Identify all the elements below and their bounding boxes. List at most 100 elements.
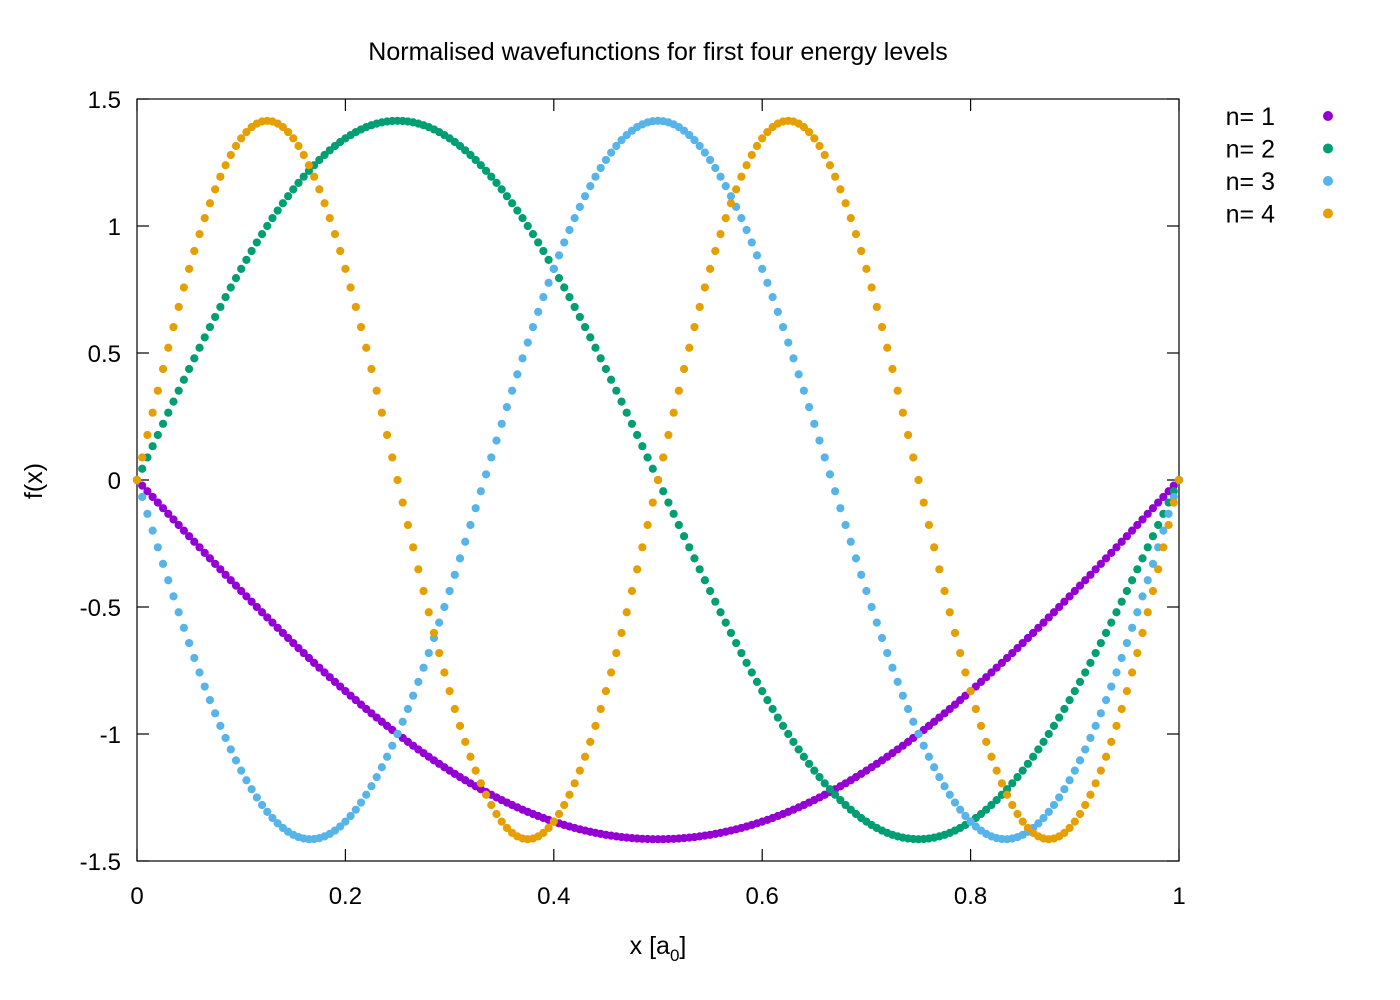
series-4-point (1133, 648, 1142, 658)
series-2-point (575, 312, 584, 322)
series-3-point (143, 509, 152, 518)
y-tick-label: -1 (100, 722, 121, 749)
series-3-point (617, 136, 626, 145)
legend-marker (1323, 176, 1333, 186)
legend-label: n= 3 (1226, 168, 1275, 196)
series-3-point (1101, 696, 1111, 705)
series-3-point (1055, 793, 1064, 802)
series-3-point (1133, 608, 1142, 617)
series-3-point (1096, 709, 1105, 718)
series-1-point (304, 653, 314, 663)
series-4-point (544, 823, 553, 833)
series-1-point (158, 504, 168, 513)
series-4-point (450, 704, 459, 714)
series-1-point (237, 586, 246, 596)
series-1-point (325, 673, 334, 682)
series-4-point (455, 721, 465, 731)
series-3-point (607, 148, 616, 157)
series-4-point (898, 408, 907, 417)
series-4-point (132, 475, 142, 485)
series-4-point (445, 687, 454, 696)
series-4-point (435, 648, 444, 658)
series-3-point (919, 741, 928, 750)
series-2-point (685, 543, 694, 552)
series-2-point (627, 419, 637, 428)
series-2-point (612, 386, 621, 395)
series-4-point (1013, 809, 1022, 819)
series-4-point (409, 543, 418, 552)
series-4-point (382, 430, 392, 440)
series-2-point (200, 333, 209, 342)
series-1-point (1086, 570, 1095, 579)
series-3-point (1159, 526, 1168, 535)
series-3-point (804, 403, 814, 412)
series-2-point (299, 172, 308, 181)
series-2-point (513, 206, 522, 215)
series-3-point (773, 307, 782, 317)
series-3-point (1086, 733, 1095, 743)
series-3-point (721, 182, 730, 191)
series-3-point (778, 322, 788, 332)
series-3-point (242, 776, 251, 785)
series-3-point (820, 453, 829, 462)
series-4-point (539, 828, 548, 837)
series-2-point (221, 293, 230, 302)
series-4-point (310, 172, 319, 181)
series-4-point (601, 687, 611, 696)
series-1-point (185, 532, 194, 541)
series-3-point (1138, 592, 1147, 601)
series-4-point (1086, 790, 1095, 799)
series-2-point (153, 430, 162, 440)
series-4-point (1091, 779, 1100, 788)
series-3-point (706, 155, 715, 165)
series-3-point (794, 370, 803, 379)
series-2-point (836, 795, 845, 805)
chart-title: Normalised wavefunctions for first four … (368, 38, 947, 66)
series-3-point (513, 370, 522, 379)
series-3-point (591, 172, 600, 181)
series-1-point (200, 548, 209, 557)
series-2-point (273, 206, 282, 215)
series-3-point (367, 782, 376, 791)
series-4-point (877, 322, 887, 332)
series-2-point (1169, 487, 1178, 496)
y-tick-label: 1 (108, 214, 121, 241)
series-4-point (299, 150, 308, 160)
series-2-point (487, 172, 496, 181)
series-3-point (1060, 785, 1069, 794)
series-3-point (403, 704, 413, 714)
series-1-point (278, 628, 287, 638)
series-2-point (278, 199, 287, 208)
series-1-point (148, 492, 157, 502)
series-2-point (752, 677, 762, 687)
series-3-point (362, 790, 371, 799)
series-4-point (1101, 752, 1111, 761)
series-2-point (523, 221, 532, 231)
series-2-point (565, 293, 574, 302)
series-4-point (648, 498, 657, 507)
legend-item-series-1: n= 1 (1226, 103, 1333, 131)
series-3-point (346, 811, 355, 821)
legend-marker (1323, 208, 1333, 219)
series-4-point (476, 779, 485, 788)
series-1-point (1070, 586, 1079, 596)
series-2-point (804, 759, 814, 768)
series-3-point (596, 163, 605, 173)
series-3-point (810, 419, 819, 428)
series-3-point (575, 202, 584, 211)
series-1-point (1002, 653, 1012, 663)
series-4-point (617, 628, 626, 638)
series-4-point (1096, 766, 1105, 775)
series-4-point (716, 230, 725, 239)
series-3-point (831, 487, 840, 496)
series-1-point (143, 487, 152, 496)
series-2-point (664, 498, 673, 507)
series-4-point (627, 586, 637, 596)
series-3-point (445, 586, 454, 596)
series-4-point (148, 408, 157, 417)
x-axis-label: x [a0] (630, 932, 687, 965)
series-2-point (211, 312, 220, 322)
series-1-point (310, 658, 319, 667)
series-3-point (461, 537, 470, 546)
